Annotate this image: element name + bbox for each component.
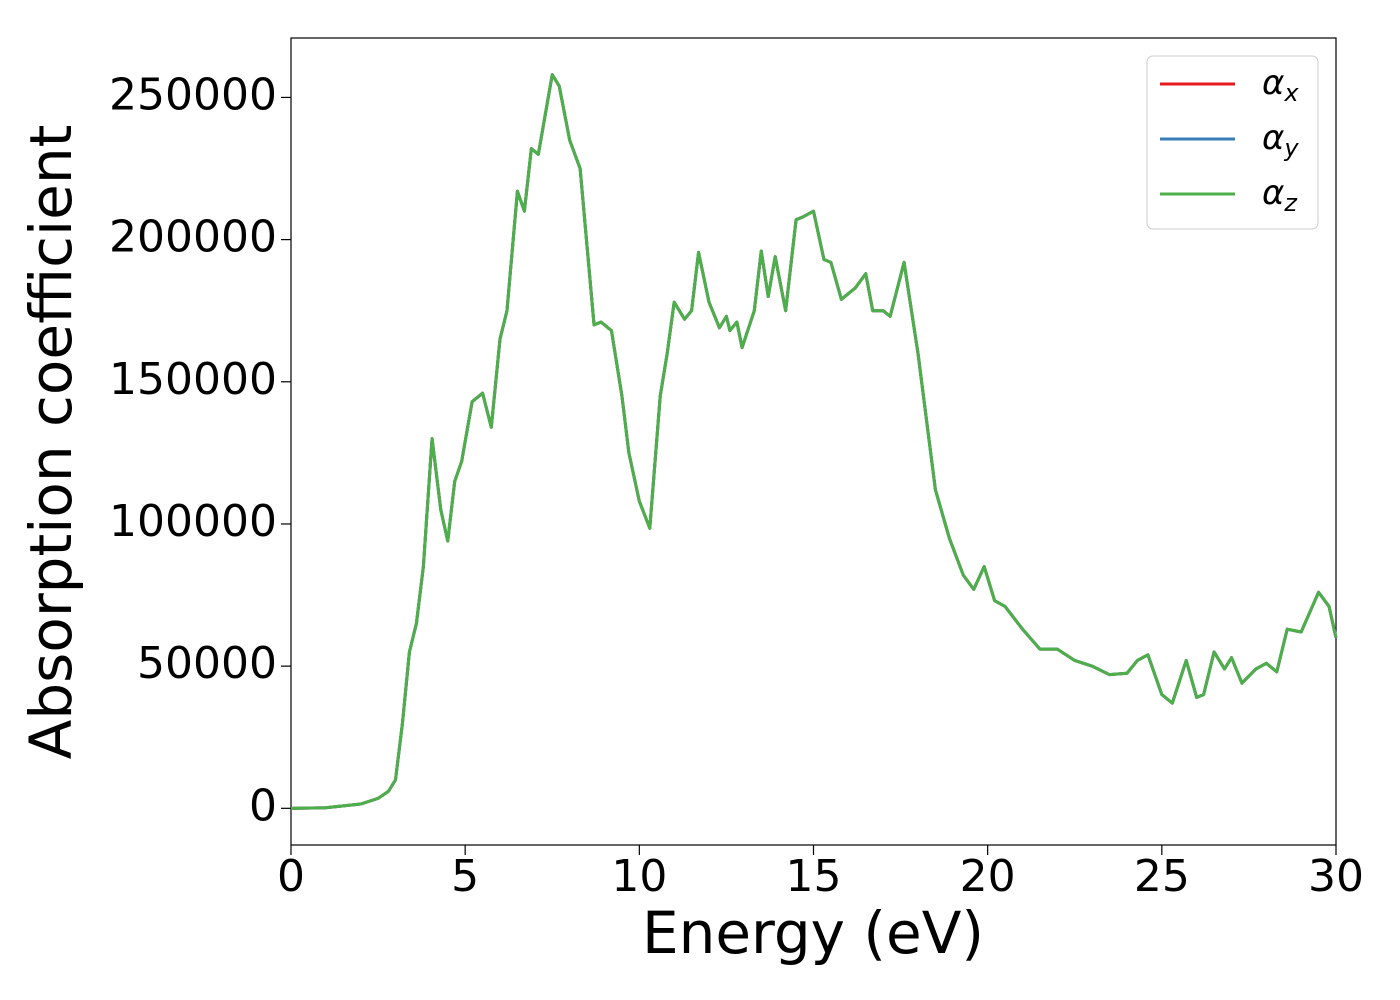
y-tick-label: 100000 bbox=[109, 496, 277, 547]
y-tick-label: 150000 bbox=[109, 354, 277, 405]
plot-area bbox=[290, 73, 1338, 810]
legend-subscript: x bbox=[1283, 79, 1299, 107]
x-tick-label: 0 bbox=[277, 851, 305, 902]
y-tick-label: 200000 bbox=[109, 212, 277, 263]
x-tick-label: 15 bbox=[786, 851, 842, 902]
legend-subscript: y bbox=[1283, 134, 1299, 162]
legend-subscript: z bbox=[1283, 189, 1298, 217]
y-tick-label: 0 bbox=[249, 780, 277, 831]
legend-symbol: α bbox=[1262, 118, 1284, 158]
x-axis-label: Energy (eV) bbox=[642, 899, 984, 967]
series-line bbox=[290, 73, 1338, 810]
legend-box bbox=[1146, 55, 1319, 230]
legend-label: αy bbox=[1262, 118, 1299, 163]
legend-label: αx bbox=[1262, 63, 1299, 108]
legend-symbol: α bbox=[1262, 63, 1284, 103]
x-tick-label: 25 bbox=[1134, 851, 1190, 902]
legend-symbol: α bbox=[1262, 173, 1284, 213]
x-tick-label: 20 bbox=[960, 851, 1016, 902]
x-tick-label: 30 bbox=[1308, 851, 1364, 902]
y-axis-label: Absorption coefficient bbox=[17, 125, 85, 760]
x-tick-label: 10 bbox=[611, 851, 667, 902]
x-tick-label: 5 bbox=[451, 851, 479, 902]
y-tick-label: 250000 bbox=[109, 69, 277, 120]
legend-label: αz bbox=[1262, 173, 1298, 218]
y-tick-label: 50000 bbox=[137, 638, 277, 689]
